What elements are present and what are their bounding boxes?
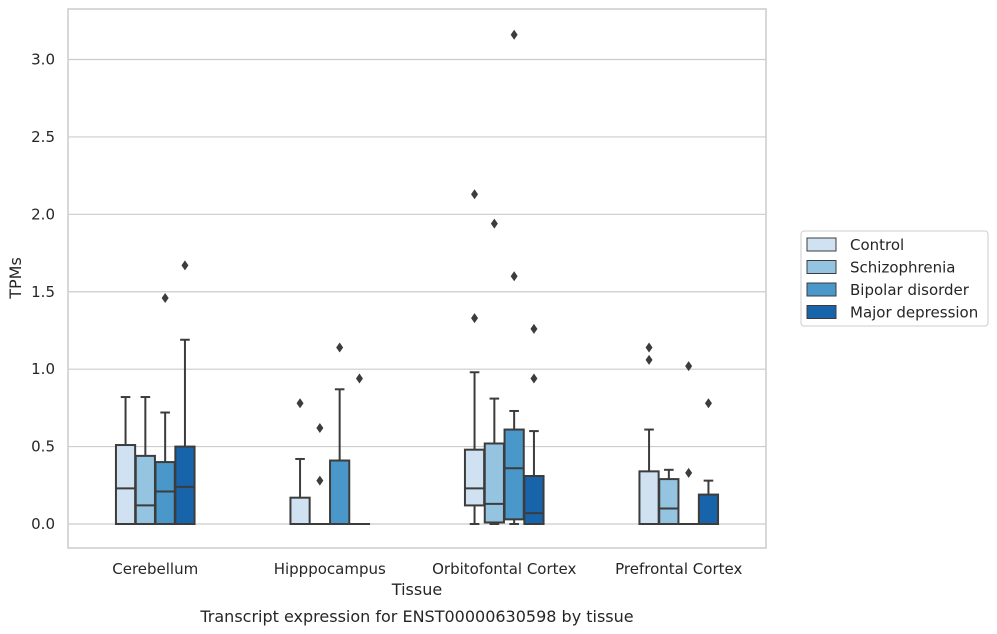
outlier-point xyxy=(296,398,304,409)
y-tick-label: 1.0 xyxy=(31,360,55,378)
legend-label: Schizophrenia xyxy=(850,259,955,277)
outlier-point xyxy=(316,475,324,486)
outlier-point xyxy=(645,354,653,365)
box-body xyxy=(289,496,311,526)
box-2-1 xyxy=(483,218,505,525)
box-2-0 xyxy=(463,189,486,525)
legend-frame xyxy=(800,230,989,327)
y-tick-label: 3.0 xyxy=(31,51,55,69)
box-body xyxy=(463,448,486,507)
box-0-2 xyxy=(154,292,176,526)
y-tick-label: 2.0 xyxy=(31,205,55,223)
box-body xyxy=(114,444,137,525)
outlier-point xyxy=(530,323,538,334)
y-tick-label: 1.5 xyxy=(31,283,55,301)
outlier-point xyxy=(645,342,653,353)
box-body xyxy=(503,428,525,521)
outlier-point xyxy=(181,260,189,271)
box-3-1 xyxy=(658,468,680,525)
legend-swatch xyxy=(806,237,837,252)
outlier-point xyxy=(510,29,518,40)
outlier-point xyxy=(336,342,344,353)
box-1-0 xyxy=(289,398,311,526)
box-0-0 xyxy=(114,396,137,525)
box-body xyxy=(638,470,660,525)
box-2-2 xyxy=(503,29,525,525)
legend-swatch xyxy=(806,305,837,319)
box-0-1 xyxy=(134,396,156,525)
x-tick-label: Orbitofontal Cortex xyxy=(432,560,576,578)
gridlines xyxy=(68,58,766,525)
box-series xyxy=(114,29,720,526)
x-tick-labels: Cerebellum Hipppocampus Orbitofontal Corte… xyxy=(112,560,742,578)
box-1-1 xyxy=(309,423,331,526)
box-3-0 xyxy=(638,342,660,525)
outlier-point xyxy=(530,373,538,384)
y-tick-label: 2.5 xyxy=(31,128,55,146)
y-tick-label: 0.0 xyxy=(31,515,55,533)
y-tick-label: 0.5 xyxy=(31,438,55,456)
box-body xyxy=(483,442,505,524)
outlier-point xyxy=(685,361,693,372)
box-body xyxy=(658,478,680,525)
legend-label: Major depression xyxy=(850,304,978,322)
x-tick-label: Hipppocampus xyxy=(274,560,386,578)
x-axis-title: Tissue xyxy=(391,580,442,599)
outlier-point xyxy=(685,467,693,478)
plot-area-frame xyxy=(67,8,767,549)
outlier-point xyxy=(316,423,324,434)
box-body xyxy=(134,454,156,525)
y-tick-labels: 0.0 0.5 1.0 1.5 2.0 2.5 3.0 xyxy=(31,51,55,534)
outlier-point xyxy=(471,189,479,200)
outlier-point xyxy=(704,398,712,409)
legend-label: Control xyxy=(850,236,904,254)
legend-swatch xyxy=(806,260,837,274)
box-body xyxy=(523,475,545,526)
figure-caption: Transcript expression for ENST0000063059… xyxy=(199,607,633,626)
box-body xyxy=(174,445,196,526)
x-tick-label: Cerebellum xyxy=(112,560,198,578)
box-1-3 xyxy=(348,373,371,526)
x-tick-label: Prefrontal Cortex xyxy=(615,560,742,578)
box-3-3 xyxy=(697,398,720,525)
legend: Control Schizophrenia Bipolar disorder Majo… xyxy=(800,230,989,327)
outlier-point xyxy=(510,271,518,282)
outlier-point xyxy=(355,373,363,384)
outlier-point xyxy=(490,218,498,229)
outlier-point xyxy=(161,292,169,303)
legend-swatch xyxy=(806,282,837,297)
box-1-2 xyxy=(329,342,351,526)
y-axis-title: TPMs xyxy=(6,257,25,300)
box-2-3 xyxy=(523,323,545,526)
box-body xyxy=(329,459,351,526)
box-body xyxy=(154,461,176,526)
outlier-point xyxy=(471,313,479,324)
box-0-3 xyxy=(174,260,196,526)
box-3-2 xyxy=(678,361,700,526)
legend-label: Bipolar disorder xyxy=(850,281,970,299)
box-body xyxy=(697,493,720,525)
